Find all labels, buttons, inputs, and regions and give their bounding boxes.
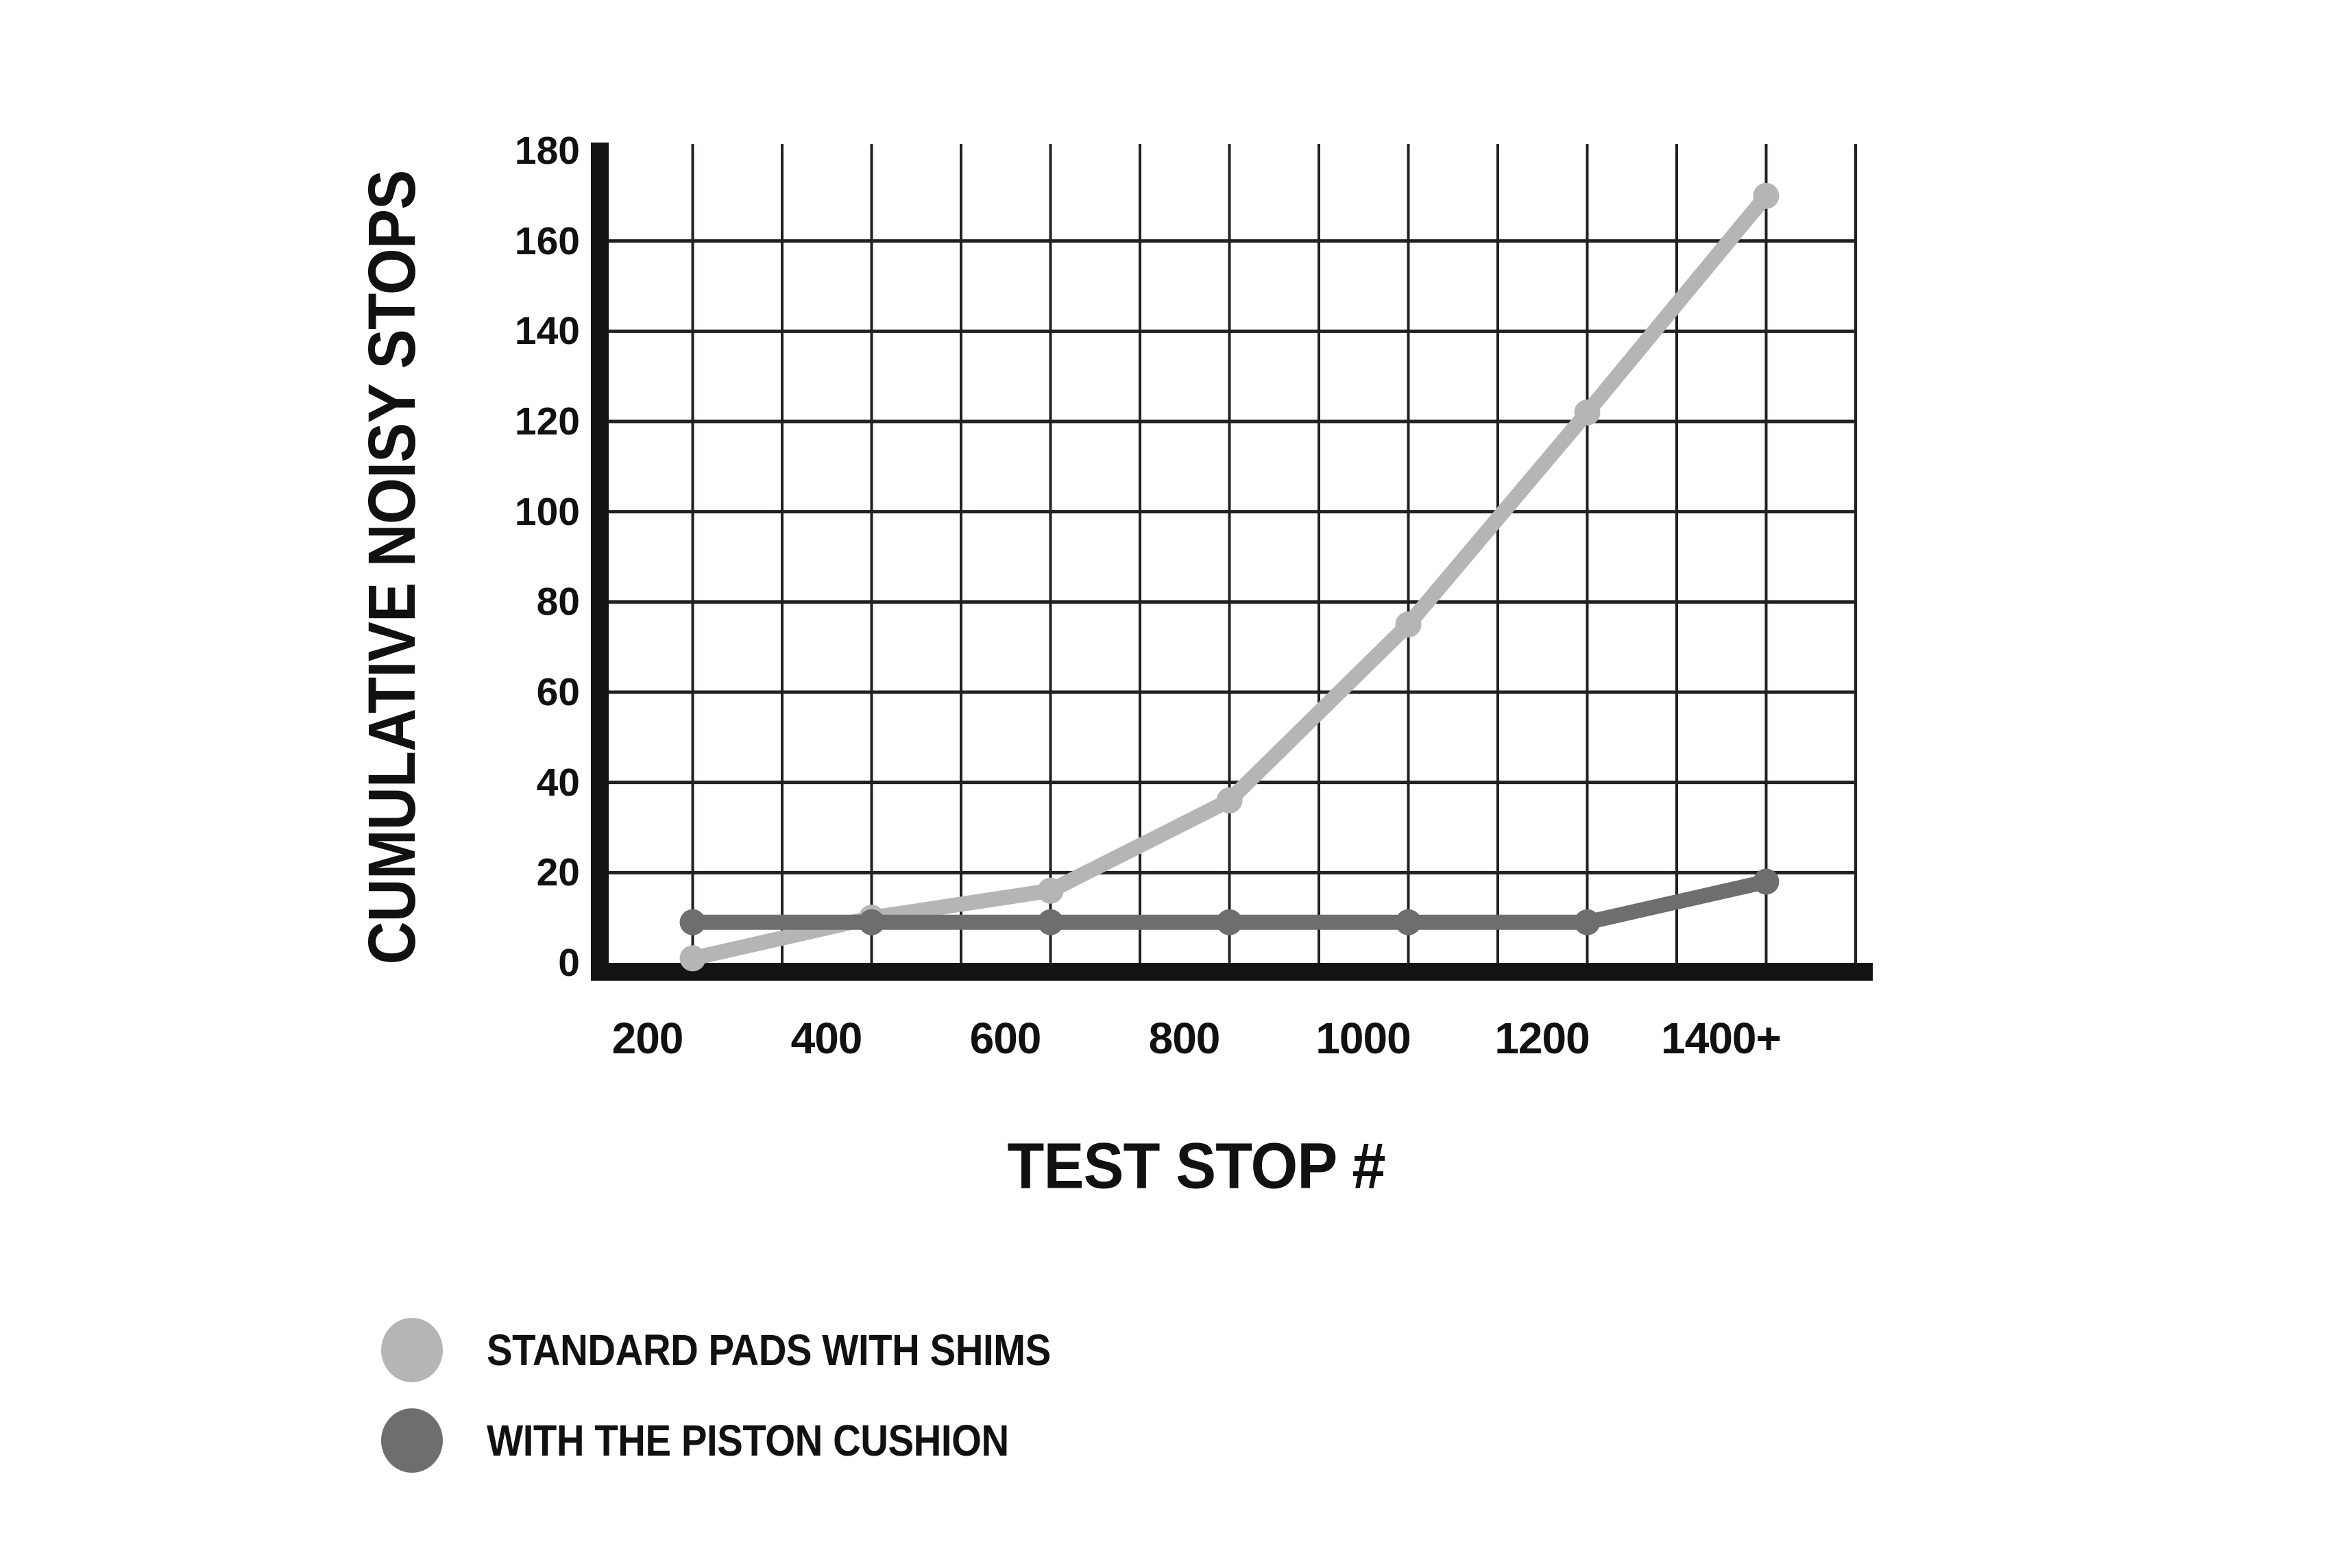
series-point-standard-pads-1000 [1395, 611, 1422, 638]
y-tick-label-120: 120 [514, 400, 580, 443]
y-tick-label-80: 80 [536, 580, 580, 624]
x-tick-label-1400+: 1400+ [1661, 1014, 1782, 1063]
series-point-standard-pads-600 [1037, 877, 1064, 904]
legend-label-piston-cushion: WITH THE PISTON CUSHION [487, 1416, 1009, 1465]
series-point-piston-cushion-400 [858, 909, 885, 935]
x-tick-label-1200: 1200 [1494, 1014, 1590, 1063]
x-tick-label-600: 600 [969, 1014, 1042, 1063]
y-tick-label-100: 100 [514, 489, 580, 534]
y-tick-label-60: 60 [536, 670, 580, 714]
x-tick-label-1000: 1000 [1315, 1014, 1411, 1063]
y-tick-label-0: 0 [558, 941, 580, 985]
series-point-standard-pads-1200 [1574, 399, 1601, 426]
legend-swatch-standard-pads-circle [381, 1318, 443, 1382]
series-point-standard-pads-200 [679, 945, 706, 972]
y-axis-line [591, 143, 609, 981]
series-point-piston-cushion-1000 [1395, 909, 1422, 935]
x-axis-line [591, 963, 1873, 981]
legend-label-standard-pads: STANDARD PADS WITH SHIMS [487, 1325, 1051, 1375]
y-tick-label-160: 160 [514, 219, 580, 263]
series-point-piston-cushion-600 [1037, 909, 1064, 935]
chart-legend: STANDARD PADS WITH SHIMS WITH THE PISTON… [381, 1318, 1128, 1499]
x-tick-label-400: 400 [790, 1014, 863, 1063]
x-tick-label-200: 200 [611, 1014, 684, 1063]
series-point-piston-cushion-1200 [1574, 909, 1601, 935]
x-tick-label-800: 800 [1148, 1014, 1221, 1063]
legend-swatch-piston-cushion-circle [381, 1408, 443, 1473]
x-axis-title: TEST STOP # [1007, 1129, 1385, 1203]
y-tick-label-20: 20 [536, 850, 580, 895]
series-point-standard-pads-800 [1216, 787, 1243, 813]
y-tick-label-140: 140 [514, 309, 580, 354]
series-point-piston-cushion-800 [1216, 909, 1243, 935]
series-point-piston-cushion-200 [679, 909, 706, 935]
y-tick-label-40: 40 [536, 760, 580, 805]
series-point-standard-pads-1400+ [1753, 182, 1780, 209]
series-point-piston-cushion-1400+ [1753, 868, 1780, 895]
legend-item-standard-pads-with-shims: STANDARD PADS WITH SHIMS [381, 1318, 1128, 1382]
y-axis-title: CUMULATIVE NOISY STOPS [354, 170, 429, 965]
legend-item-with-the-piston-cushion: WITH THE PISTON CUSHION [381, 1408, 1128, 1473]
y-tick-label-180: 180 [514, 129, 580, 173]
